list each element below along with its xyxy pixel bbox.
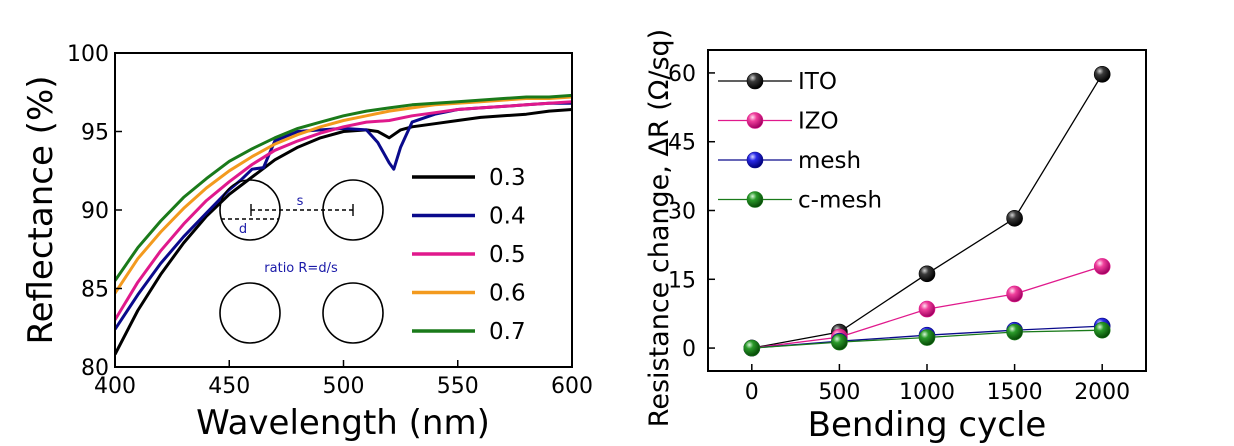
resistance-point-c-mesh xyxy=(918,329,936,346)
resistance-plot-frame xyxy=(707,49,1147,372)
reflectance-legend: 0.3 0.4 0.5 0.6 0.7 xyxy=(412,165,526,345)
reflectance-y-tick-label: 80 xyxy=(81,356,109,381)
resistance-x-tick-label: 1000 xyxy=(899,380,955,405)
resistance-legend-label: IZO xyxy=(798,109,839,135)
reflectance-x-axis-title: Wavelength (nm) xyxy=(196,403,490,443)
inset-label-d: d xyxy=(239,222,247,237)
resistance-point-izo xyxy=(918,300,936,318)
resistance-legend-marker-izo xyxy=(746,112,764,129)
resistance-ticks: 0 500 1000 1500 2000 0 15 30 45 60 xyxy=(668,62,1130,405)
resistance-legend-label: ITO xyxy=(798,69,837,95)
inset-schematic: s d ratio R=d/s xyxy=(219,179,384,344)
resistance-legend-label: c-mesh xyxy=(798,188,882,214)
resistance-point-c-mesh xyxy=(1006,323,1023,341)
reflectance-y-tick-label: 85 xyxy=(81,278,109,303)
inset-caption: ratio R=d/s xyxy=(264,261,338,276)
reflectance-x-tick-label: 550 xyxy=(437,374,479,399)
resistance-y-tick-label: 45 xyxy=(668,131,696,156)
reflectance-chart: 400 450 500 550 600 80 85 90 95 100 Wavelength (n… xyxy=(21,42,593,443)
resistance-point-ito xyxy=(1006,209,1023,227)
inset-circle-top-left xyxy=(219,179,281,241)
resistance-legend-marker-c-mesh xyxy=(746,191,764,208)
resistance-point-c-mesh xyxy=(743,339,761,357)
reflectance-legend-label: 0.3 xyxy=(489,165,526,191)
reflectance-legend-label: 0.7 xyxy=(489,319,526,345)
reflectance-legend-label: 0.4 xyxy=(489,204,526,230)
resistance-y-tick-label: 15 xyxy=(668,268,696,293)
inset-circle-bottom-left xyxy=(219,282,281,344)
resistance-y-tick-label: 0 xyxy=(682,337,696,362)
reflectance-line-0-7 xyxy=(115,93,572,282)
resistance-x-tick-label: 0 xyxy=(745,380,759,405)
resistance-point-c-mesh xyxy=(831,333,848,351)
resistance-point-ito xyxy=(1093,66,1111,83)
resistance-y-tick-label: 60 xyxy=(668,62,696,87)
resistance-x-axis-title: Bending cycle xyxy=(808,405,1047,445)
reflectance-x-tick-label: 500 xyxy=(323,374,365,399)
reflectance-line-0-3 xyxy=(115,108,572,356)
resistance-point-izo xyxy=(1093,258,1111,275)
reflectance-legend-label: 0.6 xyxy=(489,281,526,307)
resistance-x-tick-label: 1500 xyxy=(987,380,1043,405)
reflectance-y-axis-title: Reflectance (%) xyxy=(21,75,61,344)
reflectance-x-tick-label: 450 xyxy=(208,374,250,399)
reflectance-x-tick-label: 400 xyxy=(94,374,136,399)
reflectance-y-tick-label: 95 xyxy=(81,121,109,146)
reflectance-y-tick-label: 100 xyxy=(67,42,109,67)
resistance-point-izo xyxy=(1006,285,1023,303)
resistance-x-tick-label: 500 xyxy=(818,380,860,405)
reflectance-ticks: 400 450 500 550 600 80 85 90 95 100 xyxy=(67,42,593,399)
resistance-legend-label: mesh xyxy=(798,148,861,174)
inset-circle-bottom-right xyxy=(322,282,384,344)
resistance-x-tick-label: 2000 xyxy=(1074,380,1130,405)
resistance-y-axis-title: Resistance change, ΔR (Ω/sq) xyxy=(644,29,675,427)
reflectance-series-group xyxy=(115,93,572,356)
reflectance-y-tick-label: 90 xyxy=(81,199,109,224)
reflectance-line-0-5 xyxy=(115,100,572,321)
reflectance-line-0-6 xyxy=(115,95,572,295)
resistance-point-c-mesh xyxy=(1093,321,1111,339)
reflectance-x-tick-label: 600 xyxy=(551,374,593,399)
resistance-y-tick-label: 30 xyxy=(668,200,696,225)
inset-label-s: s xyxy=(297,194,304,209)
resistance-legend-marker-ito xyxy=(746,72,764,90)
resistance-series-group xyxy=(743,66,1111,357)
resistance-legend: ITO IZO mesh c-mesh xyxy=(718,69,882,214)
reflectance-legend-label: 0.5 xyxy=(489,242,526,268)
resistance-point-ito xyxy=(918,265,936,283)
resistance-legend-marker-mesh xyxy=(746,151,764,169)
